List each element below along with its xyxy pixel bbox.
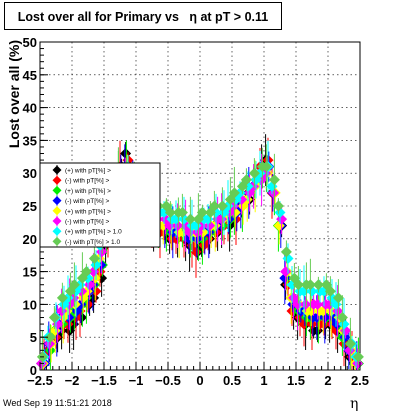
y-tick-label: 30 — [23, 166, 37, 181]
timestamp: Wed Sep 19 11:51:21 2018 — [3, 398, 112, 408]
y-tick-label: 35 — [23, 133, 37, 148]
data-point — [80, 266, 92, 278]
y-tick-label: 20 — [23, 232, 37, 247]
data-point — [304, 279, 316, 291]
data-point — [196, 207, 208, 219]
data-point — [292, 279, 304, 291]
chart-title-box: Lost over all for Primary vs η at pT > 0… — [4, 2, 282, 30]
y-tick-label: 50 — [23, 35, 37, 50]
y-tick-label: 25 — [23, 199, 37, 214]
legend-marker — [52, 236, 62, 246]
x-tick-label: −1.5 — [91, 373, 117, 388]
data-point — [280, 266, 292, 278]
legend-marker — [52, 206, 62, 216]
data-point — [48, 312, 60, 324]
data-point — [164, 207, 176, 219]
y-tick-label: 0 — [30, 363, 37, 378]
x-axis-title: η — [350, 396, 359, 412]
x-tick-label: 1 — [260, 373, 267, 388]
data-point — [312, 279, 324, 291]
data-point — [268, 174, 280, 186]
y-axis-title: Lost over all (%) — [6, 40, 22, 148]
legend-label: (-) with pT[%] > 1.0 — [65, 239, 120, 246]
data-point — [228, 187, 240, 199]
legend-label: (-) with pT[%] > — [65, 198, 109, 205]
y-tick-label: 45 — [23, 68, 37, 83]
legend-marker — [52, 226, 62, 236]
data-point — [240, 174, 252, 186]
legend-marker — [52, 216, 62, 226]
y-tick-label: 10 — [23, 297, 37, 312]
legend-marker — [52, 175, 62, 185]
x-tick-label: 0 — [196, 373, 203, 388]
data-point — [120, 148, 132, 160]
data-point — [300, 298, 312, 310]
data-point — [248, 167, 260, 179]
data-point — [216, 200, 228, 212]
x-tick-label: 0.5 — [223, 373, 241, 388]
data-point — [184, 213, 196, 225]
data-point — [88, 252, 100, 264]
data-point — [56, 292, 68, 304]
data-point — [272, 200, 284, 212]
data-point — [332, 292, 344, 304]
axis-layer: −2.5 −2 −1.5 −1 −0.5 0 0.5 1 1.5 2 2.5 0 5 10 15 20 25 30… — [23, 35, 370, 388]
data-point — [208, 200, 220, 212]
data-point — [344, 338, 356, 350]
x-tick-label: −0.5 — [155, 373, 181, 388]
legend-marker — [52, 196, 62, 206]
legend-label: (+) with pT[%] > 1.0 — [65, 229, 122, 236]
legend-label: (+) with pT[%] > — [65, 188, 111, 195]
x-tick-label: −2 — [65, 373, 80, 388]
y-tick-label: 40 — [23, 101, 37, 116]
y-tick-label: 5 — [30, 330, 37, 345]
legend-label: (+) with pT[%] > — [65, 208, 111, 215]
data-point — [280, 246, 292, 258]
y-tick-label: 15 — [23, 265, 37, 280]
legend: (+) with pT[%] > (-) with pT[%] > (+) with… — [39, 162, 161, 248]
legend-label: (-) with pT[%] > — [65, 219, 109, 226]
legend-label: (-) with pT[%] > — [65, 178, 109, 185]
data-point — [260, 161, 272, 173]
data-point — [68, 279, 80, 291]
chart-title: Lost over all for Primary vs η at pT > 0… — [17, 10, 269, 24]
legend-label: (+) with pT[%] > — [65, 168, 111, 175]
data-point — [176, 207, 188, 219]
x-tick-label: 2 — [324, 373, 331, 388]
legend-box — [39, 162, 161, 248]
data-point — [282, 252, 294, 264]
legend-marker — [52, 165, 62, 175]
data-point — [324, 285, 336, 297]
x-tick-label: 1.5 — [287, 373, 305, 388]
x-tick-label: −1 — [129, 373, 144, 388]
data-point — [336, 312, 348, 324]
legend-marker — [52, 185, 62, 195]
data-point — [44, 331, 56, 343]
x-tick-label: 2.5 — [351, 373, 369, 388]
x-tick-label: −2.5 — [27, 373, 53, 388]
data-point — [352, 351, 364, 363]
